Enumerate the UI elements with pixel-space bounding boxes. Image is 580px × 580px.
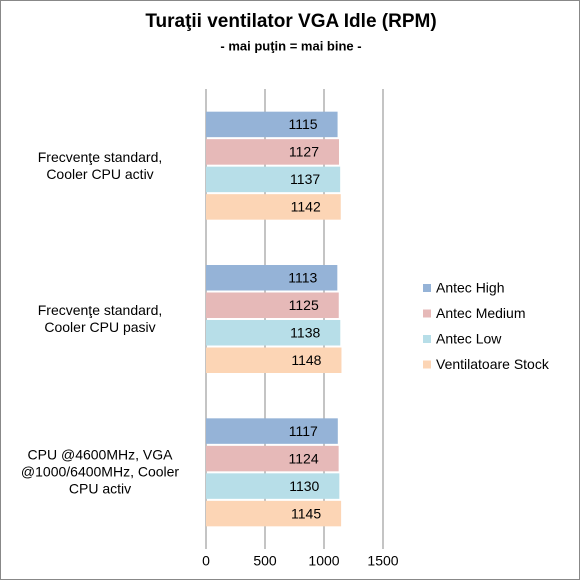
- data-label: 1113: [288, 269, 317, 285]
- data-label: 1125: [289, 297, 319, 313]
- y-tick-label: CPU @4600MHz, VGA @1000/6400MHz, Cooler …: [20, 446, 180, 497]
- x-tick-label: 1500: [367, 553, 398, 569]
- legend-label: Ventilatoare Stock: [436, 356, 550, 372]
- x-tick-label: 500: [253, 553, 277, 569]
- bar: [206, 418, 338, 444]
- bar: [206, 347, 342, 373]
- legend-swatch: [423, 335, 431, 343]
- chart-title: Turaţii ventilator VGA Idle (RPM): [145, 11, 436, 32]
- data-label: 1145: [291, 505, 321, 521]
- data-label: 1130: [289, 478, 319, 494]
- legend-label: Antec High: [436, 280, 504, 296]
- bar: [206, 166, 341, 193]
- bar: [206, 139, 339, 165]
- bar: [206, 111, 338, 138]
- bar: [206, 320, 341, 346]
- bar: [206, 445, 339, 472]
- data-label: 1115: [288, 116, 317, 132]
- y-tick-label: Frecvenţe standard, Cooler CPU activ: [37, 148, 163, 182]
- x-tick-label: 1000: [308, 553, 339, 569]
- data-label: 1138: [290, 324, 320, 340]
- bar: [206, 194, 341, 220]
- data-label: 1124: [289, 450, 319, 466]
- y-tick-label: Frecvenţe standard, Cooler CPU pasiv: [37, 302, 163, 335]
- bar: [206, 265, 338, 291]
- legend-label: Antec Medium: [436, 305, 525, 321]
- data-label: 1127: [289, 144, 319, 160]
- legend-label: Antec Low: [436, 331, 502, 347]
- x-tick-label: 0: [202, 553, 210, 569]
- bar: [206, 500, 342, 527]
- data-label: 1142: [291, 199, 321, 215]
- legend-swatch: [423, 284, 431, 292]
- bar: [206, 473, 340, 499]
- data-label: 1148: [291, 352, 321, 368]
- chart-subtitle: - mai puţin = mai bine -: [220, 38, 361, 53]
- bar: [206, 292, 339, 318]
- legend-swatch: [423, 309, 431, 318]
- data-label: 1137: [290, 171, 320, 187]
- data-label: 1117: [289, 423, 318, 439]
- legend-swatch: [423, 360, 431, 369]
